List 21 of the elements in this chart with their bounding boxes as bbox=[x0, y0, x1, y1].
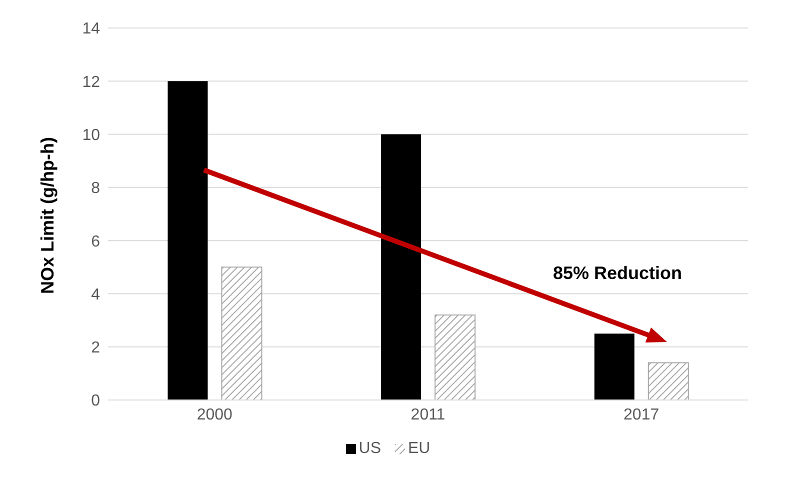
y-tick-label: 6 bbox=[91, 233, 100, 250]
bar bbox=[168, 81, 208, 400]
y-tick-label: 10 bbox=[82, 126, 100, 144]
y-tick-label: 4 bbox=[91, 286, 100, 304]
x-tick-label: 2011 bbox=[410, 406, 446, 424]
y-axis-title: NOx Limit (g/hp-h) bbox=[37, 137, 58, 294]
x-tick-label: 2017 bbox=[624, 406, 660, 424]
y-tick-label: 2 bbox=[91, 340, 100, 357]
y-tick-label: 0 bbox=[91, 392, 100, 410]
annotation: 85% Reduction bbox=[553, 263, 682, 284]
legend-label: EU bbox=[408, 440, 430, 458]
y-tick-label: 8 bbox=[91, 180, 100, 198]
x-tick-label: 2000 bbox=[196, 406, 233, 424]
bar bbox=[221, 266, 262, 400]
bar bbox=[594, 334, 634, 400]
legend-label: US bbox=[358, 440, 381, 458]
bar bbox=[648, 362, 689, 400]
bar bbox=[434, 314, 476, 400]
y-tick-label: 14 bbox=[82, 20, 100, 38]
y-tick-label: 12 bbox=[82, 74, 100, 91]
bar bbox=[381, 134, 422, 400]
